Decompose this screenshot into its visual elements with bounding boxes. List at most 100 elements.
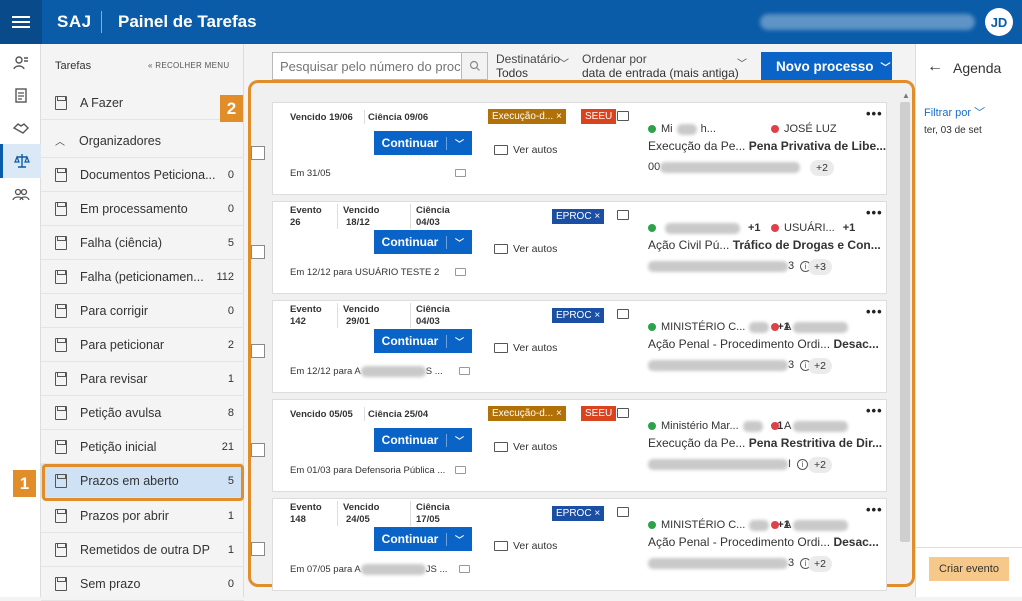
- list-scrollbar[interactable]: [900, 102, 910, 542]
- sidebar-item[interactable]: Petição avulsa 8: [41, 396, 244, 430]
- view-records-link[interactable]: Ver autos: [494, 540, 557, 552]
- chevron-down-icon[interactable]: ﹀: [446, 334, 472, 348]
- science-date: 17/05: [416, 514, 440, 525]
- more-parties-pill[interactable]: +2: [808, 358, 832, 374]
- card-checkbox[interactable]: [251, 443, 265, 457]
- sidebar-item[interactable]: Sem prazo 0: [41, 567, 244, 601]
- footer-text: Em 12/12 para USUÁRIO TESTE 2: [290, 267, 440, 278]
- remove-tag-icon[interactable]: ×: [594, 508, 601, 519]
- party-more-count[interactable]: +1: [777, 321, 790, 333]
- process-search-input[interactable]: [272, 52, 462, 80]
- task-card[interactable]: [272, 399, 887, 492]
- create-event-button[interactable]: Criar evento: [929, 557, 1009, 581]
- sidebar-item[interactable]: Documentos Peticiona... 0: [41, 158, 244, 192]
- sidebar-item[interactable]: Em processamento 0: [41, 192, 244, 226]
- view-records-link[interactable]: Ver autos: [494, 441, 557, 453]
- hamburger-menu-button[interactable]: [0, 0, 42, 44]
- user-avatar[interactable]: JD: [985, 8, 1013, 36]
- rail-documents[interactable]: [0, 78, 41, 112]
- continue-button[interactable]: Continuar ﹀: [374, 329, 472, 353]
- remove-tag-icon[interactable]: ×: [594, 211, 601, 222]
- continue-button[interactable]: Continuar ﹀: [374, 131, 472, 155]
- view-records-link[interactable]: Ver autos: [494, 243, 557, 255]
- more-parties-pill[interactable]: +3: [808, 259, 832, 275]
- footer-text: Em 31/05: [290, 168, 331, 179]
- card-checkbox[interactable]: [251, 245, 265, 259]
- new-process-button[interactable]: Novo processo ﹀: [761, 52, 892, 80]
- continue-button[interactable]: Continuar ﹀: [374, 230, 472, 254]
- card-checkbox[interactable]: [251, 344, 265, 358]
- execution-tag[interactable]: Execução-d... ×: [488, 109, 566, 124]
- seeu-tag[interactable]: SEEU: [581, 109, 617, 124]
- remove-tag-icon[interactable]: ×: [594, 310, 601, 321]
- sidebar-item[interactable]: Para peticionar 2: [41, 328, 244, 362]
- subject-label: Pena Privativa de Libe...: [748, 139, 887, 153]
- more-options-icon[interactable]: •••: [866, 304, 883, 319]
- organizers-toggle[interactable]: ︿ Organizadores: [41, 124, 244, 158]
- sort-dropdown[interactable]: Ordenar por data de entrada (mais antiga…: [582, 52, 739, 80]
- eproc-tag[interactable]: EPROC ×: [552, 308, 605, 323]
- recipient-dropdown[interactable]: Destinatário Todos: [496, 52, 560, 80]
- view-records-link[interactable]: Ver autos: [494, 342, 557, 354]
- more-options-icon[interactable]: •••: [866, 403, 883, 418]
- sidebar-item[interactable]: Petição inicial 21: [41, 430, 244, 464]
- sidebar-item-label: Falha (peticionamen...: [80, 269, 204, 284]
- chevron-down-icon[interactable]: ﹀: [446, 532, 472, 546]
- party-more-count[interactable]: +1: [842, 222, 856, 234]
- back-arrow-icon[interactable]: ←: [927, 58, 943, 75]
- pin-icon[interactable]: [617, 111, 629, 121]
- eproc-tag[interactable]: EPROC ×: [552, 506, 605, 521]
- remove-tag-icon[interactable]: ×: [555, 408, 562, 419]
- filter-dropdown[interactable]: Filtrar por ﹀: [924, 104, 985, 120]
- pin-icon[interactable]: [617, 210, 629, 220]
- card-checkbox[interactable]: [251, 146, 265, 160]
- sidebar-item[interactable]: Para revisar 1: [41, 362, 244, 396]
- sidebar-item[interactable]: Remetidos de outra DP 1: [41, 533, 244, 567]
- pin-icon[interactable]: [617, 309, 629, 319]
- sidebar-item[interactable]: Falha (peticionamen... 112: [41, 260, 244, 294]
- view-records-link[interactable]: Ver autos: [494, 144, 557, 156]
- continue-button[interactable]: Continuar ﹀: [374, 428, 472, 452]
- sidebar-item-count: 5: [227, 474, 234, 487]
- more-options-icon[interactable]: •••: [866, 502, 883, 517]
- party-more-count[interactable]: +1: [748, 222, 761, 234]
- comment-icon[interactable]: [459, 367, 470, 375]
- scroll-up-arrow[interactable]: ▲: [902, 91, 910, 100]
- eproc-tag[interactable]: EPROC ×: [552, 209, 605, 224]
- comment-icon[interactable]: [455, 169, 466, 177]
- rail-groups[interactable]: [0, 178, 41, 212]
- chevron-down-icon[interactable]: ﹀: [446, 235, 472, 249]
- more-parties-pill[interactable]: +2: [810, 160, 834, 176]
- execution-tag[interactable]: Execução-d... ×: [488, 406, 566, 421]
- collapse-menu-button[interactable]: « RECOLHER MENU: [148, 61, 230, 70]
- seeu-tag[interactable]: SEEU: [581, 406, 617, 421]
- remove-tag-icon[interactable]: ×: [555, 111, 562, 122]
- party-more-count[interactable]: +1: [777, 519, 790, 531]
- sidebar-item[interactable]: Falha (ciência) 5: [41, 226, 244, 260]
- continue-button[interactable]: Continuar ﹀: [374, 527, 472, 551]
- comment-icon[interactable]: [455, 268, 466, 276]
- more-parties-pill[interactable]: +2: [808, 457, 832, 473]
- folder-icon: [494, 442, 508, 452]
- sidebar-item[interactable]: Para corrigir 0: [41, 294, 244, 328]
- more-options-icon[interactable]: •••: [866, 205, 883, 220]
- info-icon[interactable]: i: [797, 458, 809, 470]
- chevron-down-icon[interactable]: ﹀: [446, 433, 472, 447]
- sidebar-item[interactable]: Prazos em aberto 5: [41, 464, 244, 498]
- chevron-down-icon[interactable]: ﹀: [446, 136, 472, 150]
- rail-scales[interactable]: [0, 144, 41, 178]
- sidebar-item-todo[interactable]: A Fazer: [41, 86, 244, 120]
- pin-icon[interactable]: [617, 408, 629, 418]
- sidebar-item[interactable]: Prazos por abrir 1: [41, 499, 244, 533]
- comment-icon[interactable]: [455, 466, 466, 474]
- party-name: A: [784, 420, 792, 432]
- card-checkbox[interactable]: [251, 542, 265, 556]
- more-parties-pill[interactable]: +2: [808, 556, 832, 572]
- search-button[interactable]: [462, 52, 488, 80]
- rail-users-tasks[interactable]: [0, 46, 41, 80]
- more-options-icon[interactable]: •••: [866, 106, 883, 121]
- comment-icon[interactable]: [459, 565, 470, 573]
- due-date: 18/12: [346, 217, 370, 228]
- pin-icon[interactable]: [617, 507, 629, 517]
- rail-handshake[interactable]: [0, 111, 41, 145]
